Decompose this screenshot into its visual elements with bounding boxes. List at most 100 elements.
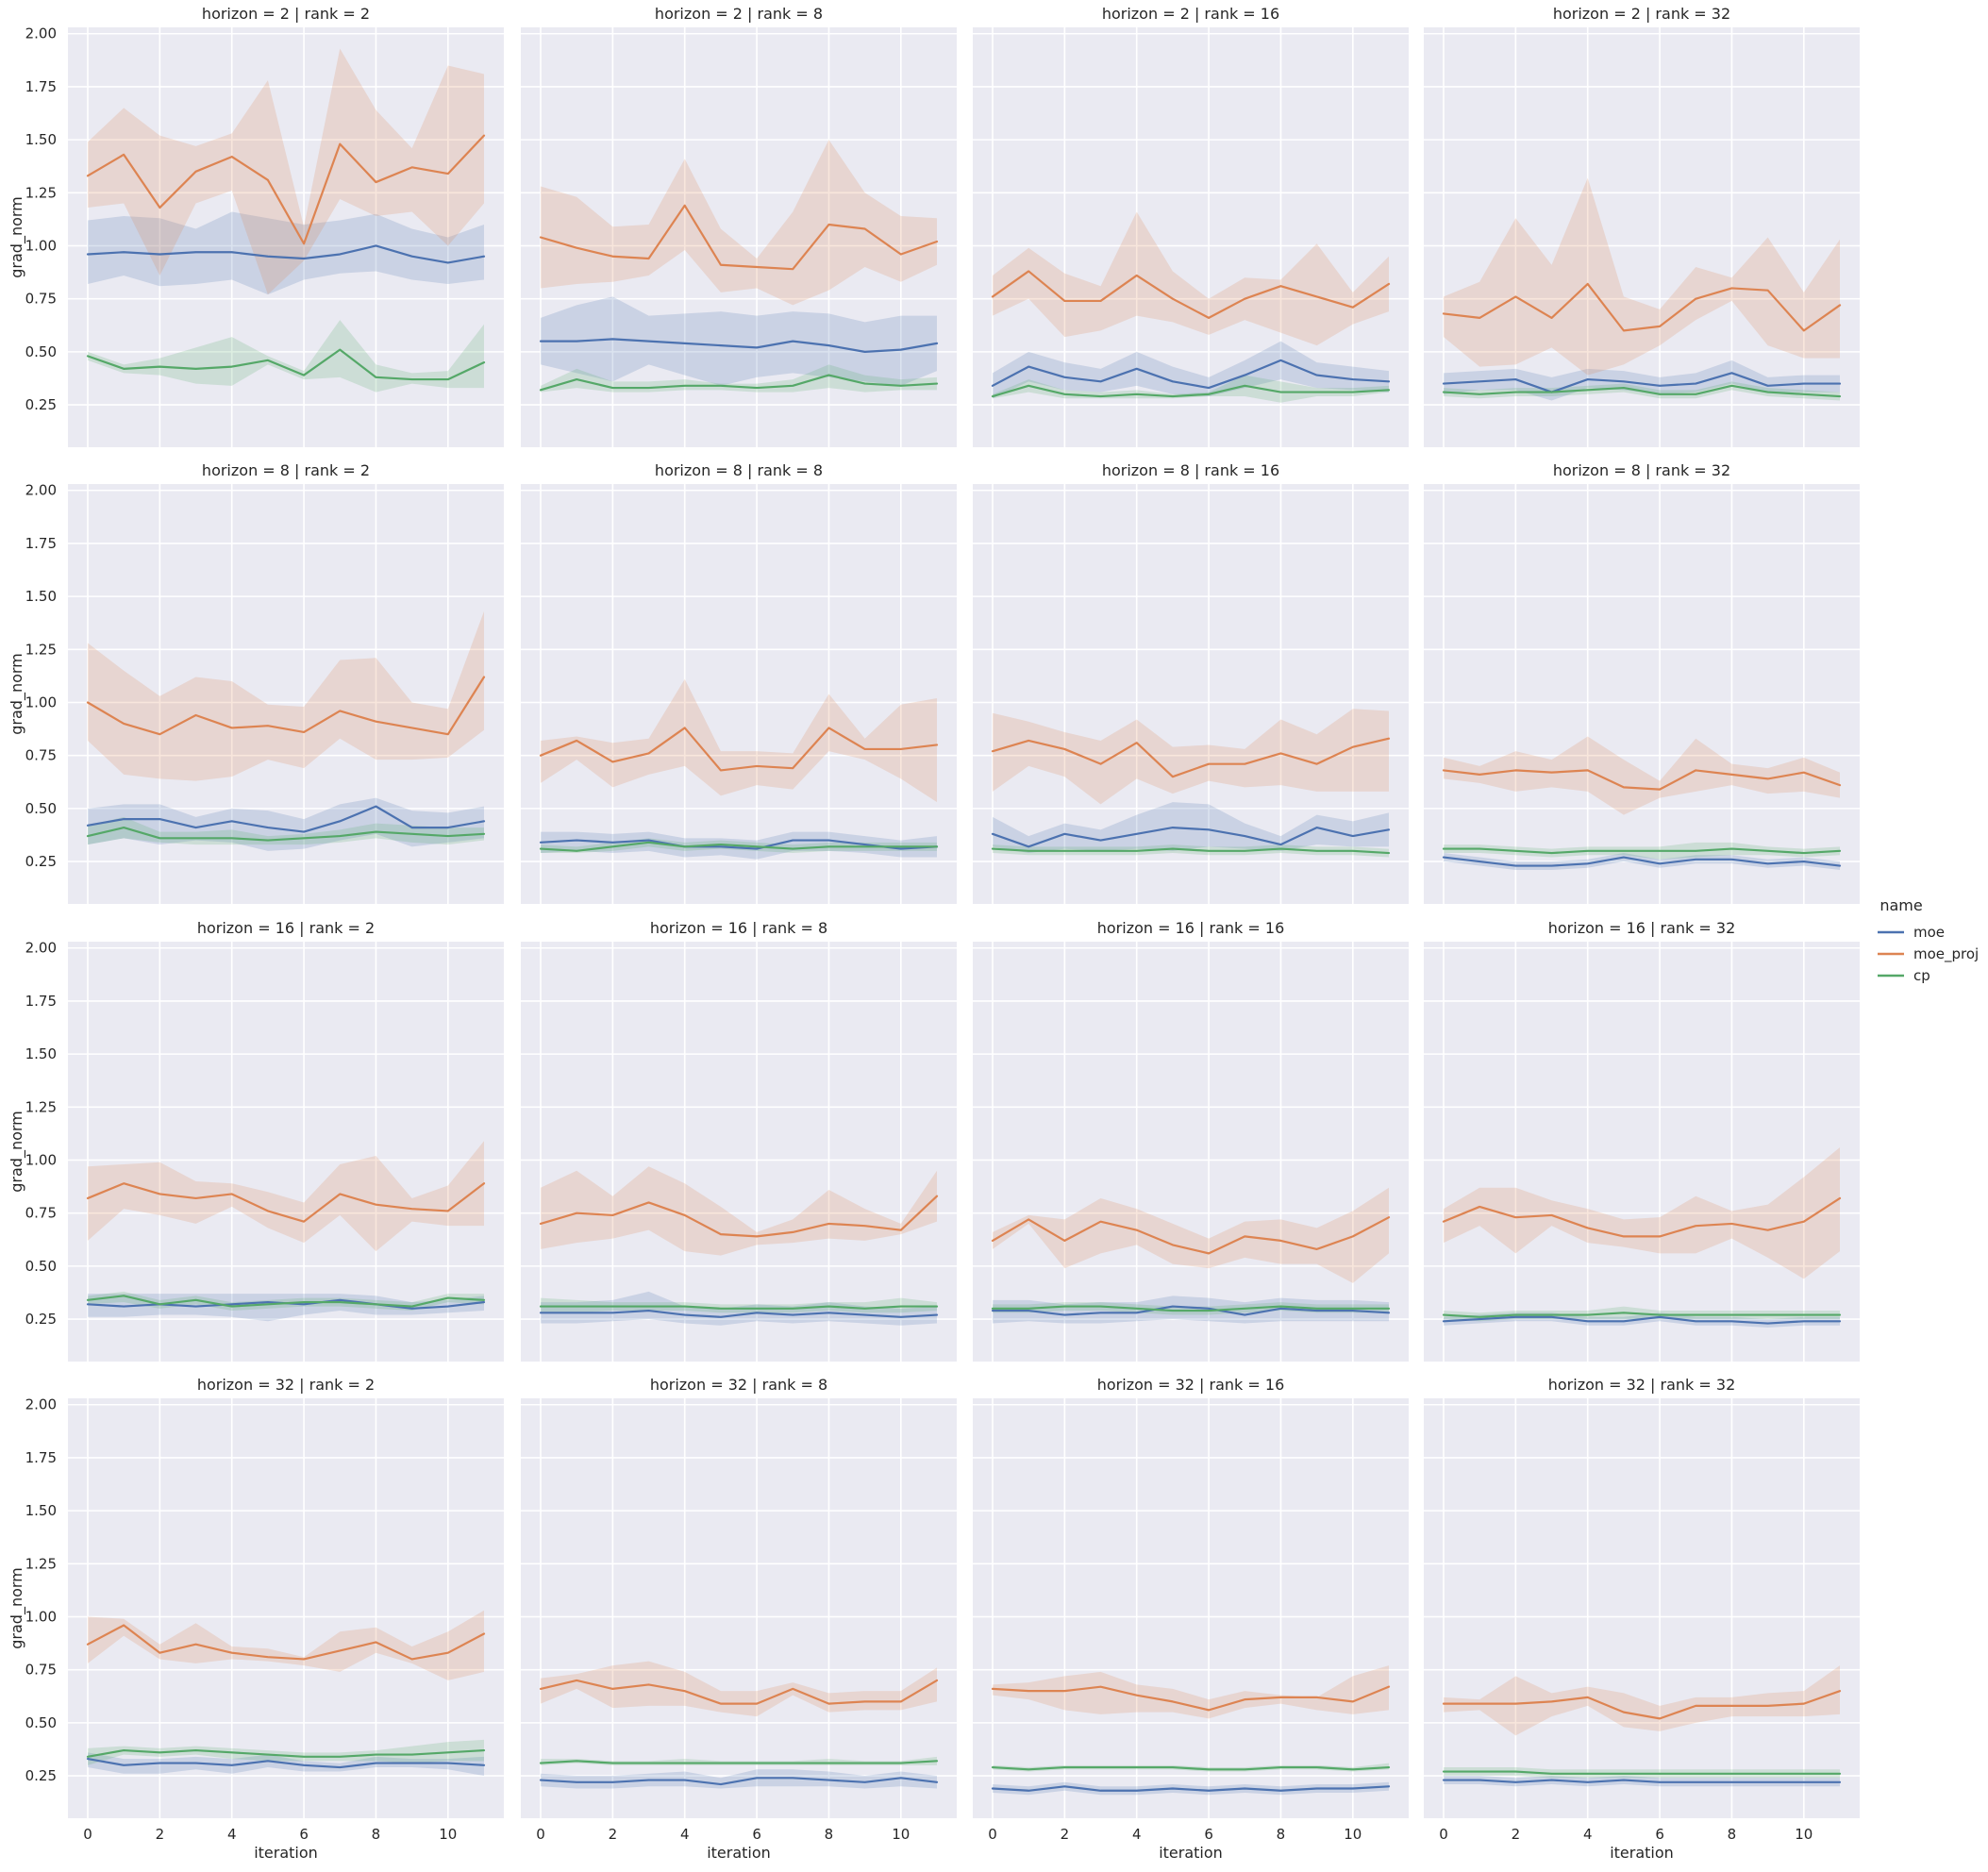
facet-panel: horizon = 8 | rank = 32 (1424, 461, 1860, 904)
panel-background (1424, 27, 1860, 447)
series-line-cp (86, 826, 486, 842)
confidence-band-cp (88, 1739, 484, 1765)
series-line-moe_proj (991, 1685, 1391, 1712)
facet-panel: horizon = 32 | rank = 32 0 2 4 6 8 10 iteration (1424, 1376, 1860, 1862)
panel-title: horizon = 32 | rank = 8 (650, 1376, 827, 1394)
y-tick-label: 0.50 (25, 343, 57, 360)
panel-background (1424, 484, 1860, 904)
x-axis-label: iteration (1159, 1844, 1223, 1862)
facet-panel: horizon = 32 | rank = 16 0 2 4 6 8 10 iteration (973, 1376, 1409, 1862)
confidence-band-moe (541, 1769, 937, 1789)
legend-label-moe_proj: moe_proj (1913, 945, 1979, 963)
series-line-moe (1442, 1315, 1842, 1325)
confidence-band-moe_proj (993, 709, 1389, 805)
confidence-band-cp (993, 844, 1389, 858)
series-line-moe_proj (86, 676, 486, 736)
confidence-band-cp (1444, 1767, 1840, 1779)
panel-title: horizon = 2 | rank = 2 (202, 5, 370, 23)
series-line-cp (1442, 384, 1842, 398)
series-line-moe (991, 826, 1391, 848)
series-line-moe_proj (991, 1216, 1391, 1255)
series-line-cp (1442, 1312, 1842, 1318)
series-line-moe (539, 839, 939, 850)
confidence-band-moe_proj (88, 610, 484, 781)
facet-panel: horizon = 8 | rank = 2 0.25 0.50 0.75 1.00 1.… (8, 461, 504, 904)
confidence-band-moe_proj (1444, 177, 1840, 376)
panel-background (521, 27, 957, 447)
confidence-band-moe (993, 1295, 1389, 1324)
panel-title: horizon = 8 | rank = 32 (1553, 461, 1730, 479)
y-tick-label: 1.00 (25, 1151, 57, 1168)
x-tick-label: 2 (609, 1826, 618, 1843)
y-axis-label: grad_norm (8, 1111, 26, 1193)
x-tick-label: 6 (1655, 1826, 1664, 1843)
series-line-moe (539, 338, 939, 353)
y-tick-label: 0.25 (25, 1767, 57, 1784)
x-tick-label: 0 (1439, 1826, 1448, 1843)
panel-background (973, 1398, 1409, 1818)
panel-title: horizon = 2 | rank = 8 (655, 5, 823, 23)
panel-background (1424, 1398, 1860, 1818)
y-tick-label: 1.25 (25, 184, 57, 201)
y-tick-label: 2.00 (25, 940, 57, 957)
series-line-moe_proj (539, 1195, 939, 1238)
confidence-band-moe_proj (541, 1166, 937, 1256)
facet-panel: horizon = 2 | rank = 2 0.25 0.50 0.75 1.00 1.… (8, 5, 504, 447)
x-axis-label: iteration (707, 1844, 771, 1862)
legend-label-moe: moe (1913, 924, 1945, 941)
x-tick-label: 0 (536, 1826, 545, 1843)
legend-label-cp: cp (1913, 967, 1930, 984)
series-line-moe_proj (539, 727, 939, 772)
x-tick-label: 10 (439, 1826, 457, 1843)
y-tick-label: 1.50 (25, 588, 57, 605)
series-line-moe (991, 1785, 1391, 1792)
x-tick-label: 4 (227, 1826, 237, 1843)
panel-title: horizon = 8 | rank = 8 (655, 461, 823, 479)
facet-panel: horizon = 2 | rank = 8 (521, 5, 957, 447)
series-line-moe (1442, 372, 1842, 393)
facet-panel: horizon = 32 | rank = 2 0.25 0.50 0.75 1.00 1… (8, 1376, 504, 1862)
facet-panel: horizon = 8 | rank = 8 (521, 461, 957, 904)
confidence-band-cp (993, 1763, 1389, 1772)
panel-background (68, 1398, 504, 1818)
panel-background (521, 942, 957, 1362)
y-tick-label: 1.75 (25, 993, 57, 1010)
series-line-moe (539, 1309, 939, 1318)
y-tick-label: 1.75 (25, 1449, 57, 1466)
y-tick-label: 0.75 (25, 1205, 57, 1222)
panel-title: horizon = 2 | rank = 16 (1102, 5, 1279, 23)
x-tick-label: 10 (892, 1826, 910, 1843)
series-line-moe (86, 244, 486, 264)
series-line-moe_proj (1442, 282, 1842, 332)
x-tick-label: 0 (83, 1826, 92, 1843)
confidence-band-moe_proj (993, 1665, 1389, 1719)
series-line-moe (539, 1777, 939, 1786)
panel-title: horizon = 2 | rank = 32 (1553, 5, 1730, 23)
series-line-moe (1442, 1779, 1842, 1783)
confidence-band-moe (88, 1752, 484, 1777)
facet-panel: horizon = 16 | rank = 8 (521, 919, 957, 1362)
y-axis-label: grad_norm (8, 1567, 26, 1649)
panel-background (521, 1398, 957, 1818)
series-line-cp (86, 1748, 486, 1758)
confidence-band-moe_proj (1444, 1147, 1840, 1279)
y-tick-label: 0.75 (25, 291, 57, 308)
y-tick-label: 0.50 (25, 1258, 57, 1275)
confidence-band-moe_proj (1444, 736, 1840, 815)
y-tick-label: 0.25 (25, 396, 57, 413)
y-axis-label: grad_norm (8, 196, 26, 278)
y-tick-label: 0.75 (25, 1662, 57, 1679)
x-tick-label: 4 (1583, 1826, 1593, 1843)
legend-title: name (1879, 896, 1922, 914)
panel-title: horizon = 32 | rank = 2 (197, 1376, 375, 1394)
y-tick-label: 0.25 (25, 1311, 57, 1328)
y-tick-label: 0.50 (25, 1714, 57, 1731)
panel-title: horizon = 16 | rank = 32 (1548, 919, 1736, 937)
x-tick-label: 2 (156, 1826, 165, 1843)
facet-panel: horizon = 16 | rank = 16 (973, 919, 1409, 1362)
x-tick-label: 2 (1061, 1826, 1070, 1843)
facet-panel: horizon = 16 | rank = 32 (1424, 919, 1860, 1362)
panel-background (68, 942, 504, 1362)
series-line-cp (539, 374, 939, 392)
series-line-cp (86, 348, 486, 381)
